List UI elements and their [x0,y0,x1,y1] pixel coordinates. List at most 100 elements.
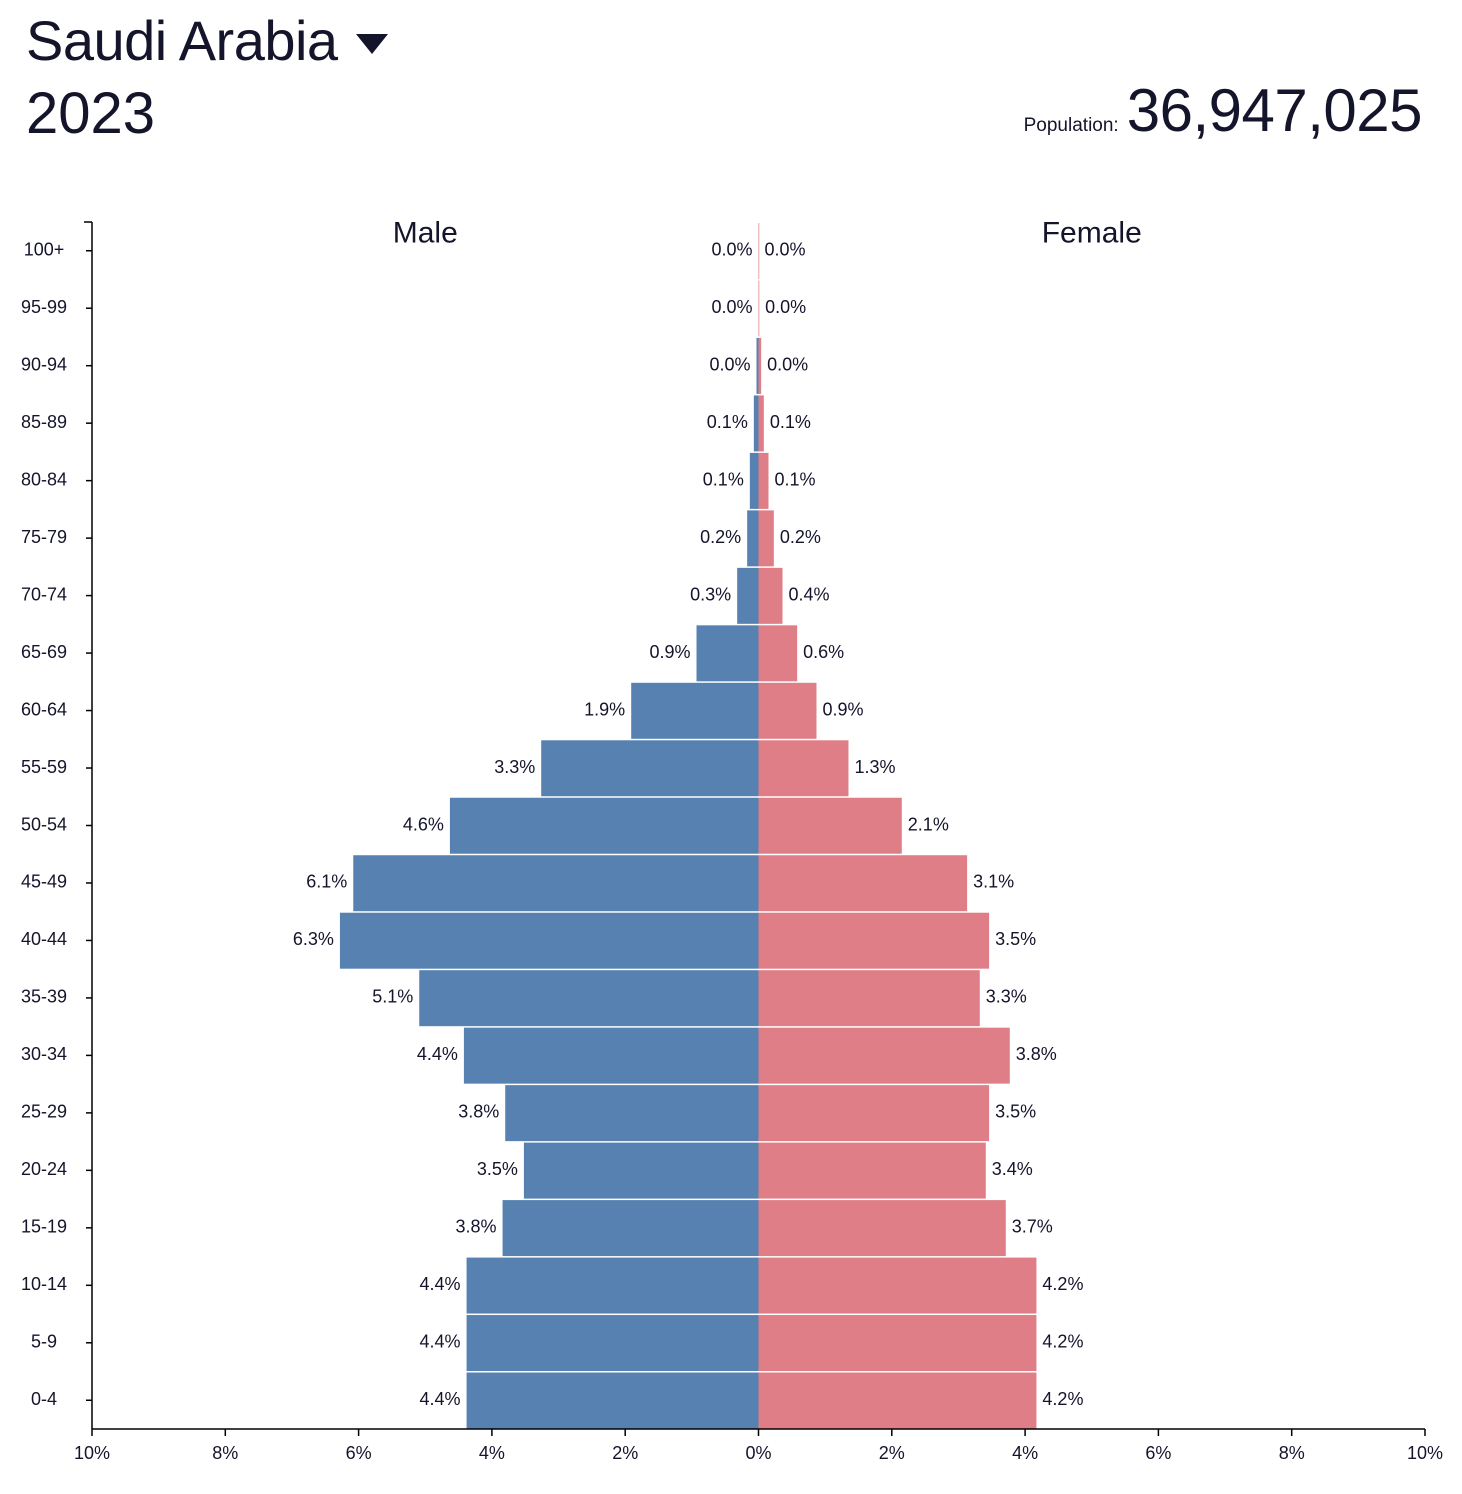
female-data-label: 0.0% [767,354,808,374]
y-tick-label: 30-34 [21,1044,67,1064]
female-data-label: 4.2% [1042,1274,1083,1294]
female-data-label: 0.6% [803,642,844,662]
male-data-label: 0.0% [711,239,752,259]
male-data-label: 0.3% [690,584,731,604]
x-tick-label: 6% [346,1443,372,1463]
male-bar [466,1257,759,1314]
female-data-label: 1.3% [854,757,895,777]
x-tick-label: 4% [479,1443,505,1463]
x-tick-label: 2% [879,1443,905,1463]
female-bar [758,1315,1037,1372]
female-data-label: 3.4% [992,1159,1033,1179]
female-bar [758,1085,990,1142]
female-bar [758,337,762,394]
female-bar [758,1372,1037,1429]
male-bar [747,510,759,567]
female-data-label: 3.8% [1016,1044,1057,1064]
female-bar [758,1257,1037,1314]
female-data-label: 4.2% [1042,1332,1083,1352]
y-tick-label: 80-84 [21,469,67,489]
male-bar [541,740,759,797]
female-data-label: 0.1% [774,469,815,489]
male-data-label: 0.0% [711,297,752,317]
male-bar [419,970,759,1027]
y-tick-label: 45-49 [21,872,67,892]
female-bar [758,280,760,337]
male-bar [466,1315,759,1372]
x-tick-label: 6% [1145,1443,1171,1463]
female-bar [758,797,902,854]
female-bar [758,510,774,567]
male-data-label: 0.1% [703,469,744,489]
female-data-label: 0.2% [780,527,821,547]
male-data-label: 3.8% [456,1217,497,1237]
x-tick-label: 0% [745,1443,771,1463]
y-tick-label: 70-74 [21,584,67,604]
female-data-label: 3.1% [973,872,1014,892]
female-bar [758,1200,1006,1257]
female-bar [758,567,783,624]
y-tick-label: 10-14 [21,1274,67,1294]
female-data-label: 0.4% [788,584,829,604]
female-bar [758,395,764,452]
y-tick-label: 25-29 [21,1102,67,1122]
female-data-label: 0.9% [822,699,863,719]
female-bar [758,970,980,1027]
male-bar [339,912,759,969]
male-data-label: 6.3% [293,929,334,949]
male-data-label: 0.9% [649,642,690,662]
y-tick-label: 90-94 [21,354,67,374]
y-tick-label: 50-54 [21,814,67,834]
y-tick-label: 85-89 [21,412,67,432]
x-tick-label: 10% [1407,1443,1443,1463]
male-bar [502,1200,759,1257]
y-tick-label: 40-44 [21,929,67,949]
male-bar [466,1372,759,1429]
female-data-label: 4.2% [1042,1389,1083,1409]
x-tick-label: 8% [212,1443,238,1463]
y-tick-label: 75-79 [21,527,67,547]
series-label-male: Male [393,217,458,250]
country-name: Saudi Arabia [26,9,338,72]
female-bar [758,1142,986,1199]
male-data-label: 3.5% [477,1159,518,1179]
male-bar [737,567,759,624]
male-bar [505,1085,759,1142]
female-bar [758,912,990,969]
year-label: 2023 [26,81,156,146]
male-data-label: 4.4% [420,1332,461,1352]
population-value: 36,947,025 [1126,77,1423,144]
male-data-label: 4.4% [417,1044,458,1064]
y-tick-label: 95-99 [21,297,67,317]
male-bar [353,855,759,912]
female-bar [758,740,849,797]
female-data-label: 0.1% [770,412,811,432]
female-bar [758,625,798,682]
female-bar [758,1027,1010,1084]
y-tick-label: 35-39 [21,987,67,1007]
y-tick-label: 15-19 [21,1217,67,1237]
male-bar [749,452,759,509]
y-tick-label: 65-69 [21,642,67,662]
male-data-label: 0.1% [707,412,748,432]
x-tick-label: 8% [1279,1443,1305,1463]
female-bar [758,855,968,912]
female-data-label: 2.1% [908,814,949,834]
female-bar [758,682,817,739]
country-dropdown[interactable]: Saudi Arabia [26,8,388,73]
series-label-female: Female [1042,217,1142,250]
male-data-label: 4.6% [403,814,444,834]
female-data-label: 3.7% [1012,1217,1053,1237]
male-data-label: 3.8% [458,1102,499,1122]
male-data-label: 0.0% [709,354,750,374]
population-summary: Population: 36,947,025 [1024,76,1423,145]
y-tick-label: 100+ [24,239,65,259]
male-bar [523,1142,759,1199]
male-data-label: 3.3% [494,757,535,777]
female-data-label: 3.5% [995,1102,1036,1122]
male-data-label: 5.1% [372,987,413,1007]
y-tick-label: 5-9 [31,1332,57,1352]
x-tick-label: 4% [1012,1443,1038,1463]
y-tick-label: 20-24 [21,1159,67,1179]
